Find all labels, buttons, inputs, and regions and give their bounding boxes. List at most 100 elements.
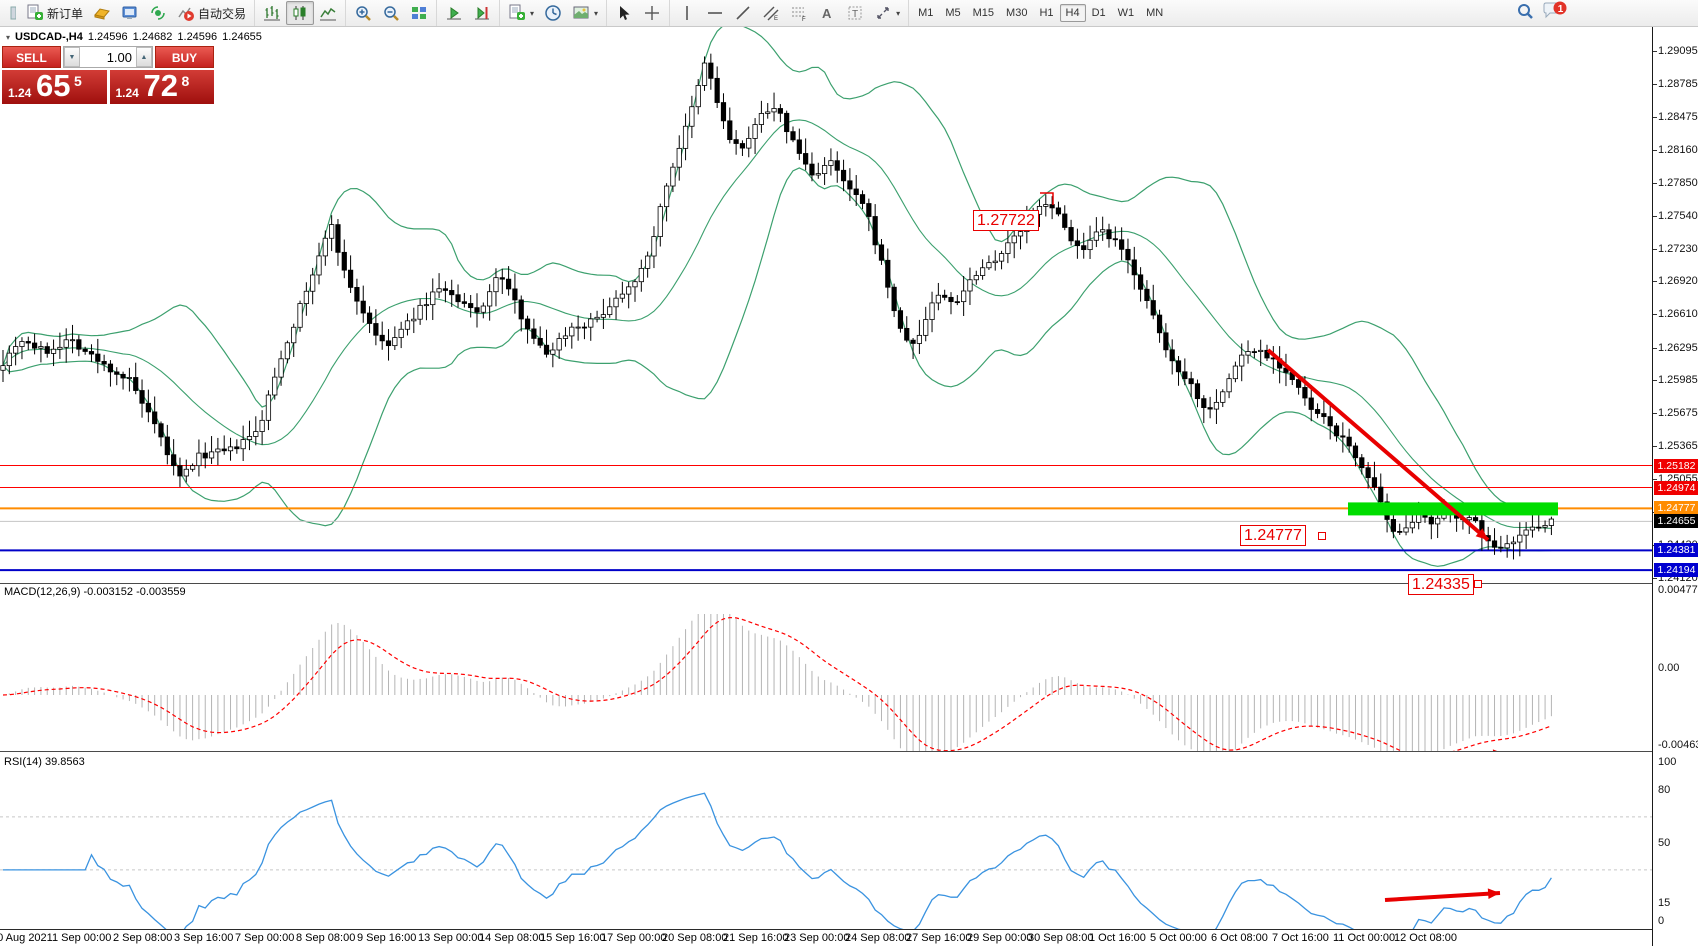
period-clock-button[interactable]: [539, 1, 567, 25]
time-axis-label: 23 Sep 00:00: [784, 932, 850, 944]
volume-decrease-button[interactable]: ▼: [64, 47, 80, 67]
one-click-trading-panel: SELL ▼ ▲ BUY 1.24 65 5 1.24 72 8: [2, 46, 214, 104]
time-axis-label: 20 Sep 08:00: [662, 932, 728, 944]
channel-button[interactable]: E: [757, 1, 785, 25]
price-badge-1-24655: 1.24655: [1654, 514, 1698, 529]
timeframe-m1-button[interactable]: M1: [918, 7, 934, 19]
rsi-axis-label: 80: [1658, 784, 1671, 796]
chart-shift-button[interactable]: [468, 1, 496, 25]
main-toolbar: 新订单 自动交易 ▾ ▾ E F A T ▾ M1 M5 M15 M30 H1 H4 D1 W1 MN 1: [0, 0, 1698, 27]
macd-pane[interactable]: [0, 586, 1652, 751]
rsi-axis-label: 50: [1658, 837, 1671, 849]
text-button[interactable]: A: [813, 1, 841, 25]
price-tick-label: 1.27850: [1658, 176, 1698, 189]
timeframe-h1-button[interactable]: H1: [1039, 7, 1054, 19]
text-label-button[interactable]: T: [841, 1, 869, 25]
crosshair-button[interactable]: [638, 1, 666, 25]
templates-button[interactable]: ▾: [567, 1, 603, 25]
price-tick-mark: [1653, 413, 1657, 415]
price-tick-mark: [1653, 182, 1657, 184]
tile-windows-button[interactable]: [405, 1, 433, 25]
svg-text:E: E: [774, 16, 778, 22]
price-tick-label: 1.28160: [1658, 144, 1698, 157]
trendline-button[interactable]: [729, 1, 757, 25]
price-tick-label: 1.29095: [1658, 45, 1698, 57]
ohlc-close: 1.24655: [222, 31, 262, 43]
price-pane[interactable]: [0, 27, 1652, 583]
ohlc-open: 1.24596: [87, 31, 128, 43]
volume-stepper: ▼ ▲: [63, 46, 153, 68]
price-label-1-24335[interactable]: 1.24335: [1408, 574, 1474, 595]
chart-window[interactable]: ▾ USDCAD-,H4 1.24596 1.24682 1.24596 1.2…: [0, 27, 1698, 946]
ohlc-high: 1.24682: [132, 31, 173, 43]
price-badge-1-24974: 1.24974: [1654, 480, 1698, 495]
profiles-button[interactable]: [88, 1, 116, 25]
time-axis-label: 3 Sep 16:00: [174, 932, 234, 944]
buy-price-prefix: 1.24: [115, 86, 139, 100]
price-tick-label: 1.26610: [1658, 308, 1698, 321]
timeframe-m15-button[interactable]: M15: [972, 7, 995, 19]
time-axis-label: 13 Sep 00:00: [418, 932, 484, 944]
time-axis-label: 24 Sep 08:00: [845, 932, 911, 944]
buy-button[interactable]: BUY: [155, 46, 214, 68]
price-badge-1-25182: 1.25182: [1654, 458, 1698, 473]
price-axis[interactable]: 1.29095 1.28785 1.28475 1.28160 1.27850 1.275…: [1652, 27, 1698, 946]
new-chart-button[interactable]: ▾: [503, 1, 539, 25]
sell-button[interactable]: SELL: [2, 46, 61, 68]
timeframe-mn-button[interactable]: MN: [1146, 7, 1164, 19]
horizontal-line-button[interactable]: [701, 1, 729, 25]
zoom-out-button[interactable]: [377, 1, 405, 25]
fibonacci-button[interactable]: F: [785, 1, 813, 25]
zoom-in-button[interactable]: [349, 1, 377, 25]
buy-price-display[interactable]: 1.24 72 8: [109, 68, 214, 104]
price-tick-label: 1.27230: [1658, 242, 1698, 255]
arrows-button[interactable]: ▾: [869, 1, 905, 25]
price-tick-label: 1.28475: [1658, 110, 1698, 123]
price-tick-label: 1.25985: [1658, 374, 1698, 387]
time-axis-label: 7 Sep 00:00: [235, 932, 295, 944]
autotrading-button[interactable]: 自动交易: [172, 1, 251, 25]
search-icon[interactable]: [1516, 2, 1534, 25]
price-tick-label: 1.26920: [1658, 275, 1698, 288]
price-tick-mark: [1653, 215, 1657, 217]
timeframe-m5-button[interactable]: M5: [945, 7, 961, 19]
volume-input[interactable]: [80, 47, 136, 67]
svg-text:1: 1: [1558, 4, 1564, 15]
price-label-1-24777[interactable]: 1.24777: [1240, 525, 1306, 546]
notification-chat-icon[interactable]: 1: [1542, 1, 1568, 26]
sell-price-display[interactable]: 1.24 65 5: [2, 68, 107, 104]
market-watch-button[interactable]: [116, 1, 144, 25]
price-tick-label: 1.28785: [1658, 77, 1698, 90]
timeframe-d1-button[interactable]: D1: [1091, 7, 1106, 19]
rsi-pane[interactable]: [0, 754, 1652, 929]
bar-chart-button[interactable]: [258, 1, 286, 25]
time-axis-label: 17 Sep 00:00: [601, 932, 667, 944]
line-chart-button[interactable]: [314, 1, 342, 25]
candlestick-button[interactable]: [286, 1, 315, 25]
price-tick-mark: [1653, 578, 1657, 579]
ohlc-low: 1.24596: [177, 31, 218, 43]
rsi-indicator-label: RSI(14) 39.8563: [4, 756, 85, 768]
time-axis-label: 1 Sep 00:00: [52, 932, 112, 944]
price-label-1-27722[interactable]: 1.27722: [973, 210, 1039, 231]
time-axis-label: 1 Oct 16:00: [1089, 932, 1146, 944]
price-tick-mark: [1653, 347, 1657, 349]
timeframe-w1-button[interactable]: W1: [1117, 7, 1135, 19]
time-axis-label: 2 Sep 08:00: [113, 932, 173, 944]
timeframe-m30-button[interactable]: M30: [1006, 7, 1028, 19]
symbol-expand-icon[interactable]: ▾: [6, 32, 11, 42]
timeframe-h4-button[interactable]: H4: [1059, 4, 1086, 22]
vertical-line-button[interactable]: [673, 1, 701, 25]
time-axis-label: 21 Sep 16:00: [723, 932, 789, 944]
volume-increase-button[interactable]: ▲: [136, 47, 152, 67]
svg-text:T: T: [852, 9, 858, 20]
auto-scroll-button[interactable]: [440, 1, 468, 25]
price-tick-mark: [1653, 116, 1657, 118]
signals-button[interactable]: [144, 1, 172, 25]
price-tick-mark: [1653, 150, 1657, 152]
new-order-button[interactable]: 新订单: [21, 1, 88, 25]
price-tick-label: 1.25365: [1658, 440, 1698, 453]
cursor-button[interactable]: [610, 1, 638, 25]
